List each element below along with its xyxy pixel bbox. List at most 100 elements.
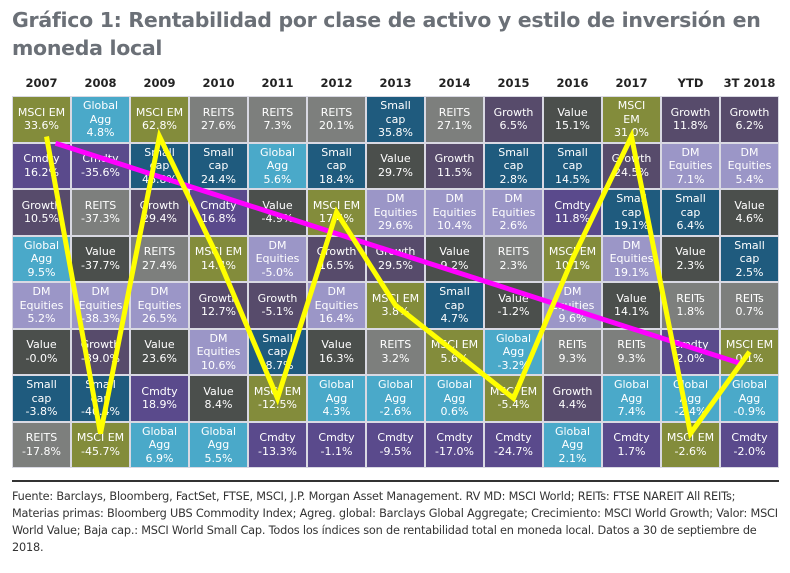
asset-label: Cmdty [436,431,473,445]
asset-label: DM Equities [609,238,654,266]
return-value: 33.6% [24,119,59,133]
return-value: -40.4% [81,405,120,418]
return-cell: Global Agg 6.9% [130,421,189,468]
asset-label: Growth [257,291,298,305]
return-value: 6.4% [676,219,705,232]
asset-label: Small cap [675,192,706,219]
asset-label: Value [380,152,411,166]
asset-label: Value [85,245,116,259]
asset-label: Global Agg [613,378,650,405]
return-value: 2.1% [558,451,587,465]
return-value: 18.4% [319,172,354,186]
return-value: 16.5% [319,258,354,272]
return-value: 6.9% [145,451,174,465]
return-cell: DM Equities 9.6% [543,282,602,329]
return-cell: Growth 11.8% [661,96,720,143]
asset-label: Small cap [734,238,765,266]
return-cell: Value 9.2% [425,235,484,282]
return-value: 7.3% [263,119,292,133]
return-value: -24.7% [494,444,533,458]
return-value: -1.1% [320,444,353,458]
return-value: 27.4% [142,258,177,272]
asset-label: Cmdty [613,431,650,445]
return-value: -37.3% [81,212,120,226]
return-value: 16.3% [319,351,354,365]
return-cell: MSCI EM -45.7% [71,421,130,468]
asset-label: Value [26,338,57,352]
asset-label: Global Agg [495,331,532,359]
return-value: 27.6% [201,119,236,133]
return-cell: Global Agg 5.5% [189,421,248,468]
year-header: 2013 [379,76,412,90]
return-value: 2.5% [735,265,764,279]
return-cell: Growth -5.1% [248,282,307,329]
return-cell: REITs 1.8% [661,282,720,329]
return-value: 29.7% [378,165,413,179]
return-value: 2.3% [676,258,705,272]
return-cell: Value 23.6% [130,328,189,375]
return-cell: Small cap 35.8% [366,96,425,143]
asset-label: Global Agg [200,424,237,452]
return-value: -2.6% [379,405,412,418]
return-value: -38.3% [81,312,120,325]
return-value: 16.2% [24,165,59,179]
asset-label: Global Agg [731,378,768,405]
return-value: 9.3% [617,351,646,365]
return-cell: Value 29.7% [366,142,425,189]
asset-label: Cmdty [200,198,237,212]
return-cell: REITS 3.2% [366,328,425,375]
asset-label: Small cap [144,145,175,173]
return-value: 5.6% [263,172,292,186]
return-cell: DM Equities 10.6% [189,328,248,375]
return-cell: Value -37.7% [71,235,130,282]
return-cell: Growth 29.5% [366,235,425,282]
return-cell: Cmdty -17.0% [425,421,484,468]
asset-label: REITs [676,291,705,305]
return-value: -4.9% [261,212,294,226]
asset-label: Global Agg [672,378,709,405]
return-cell: Cmdty 2.0% [661,328,720,375]
return-value: -9.5% [379,444,412,458]
return-cell: Cmdty 18.9% [130,375,189,422]
asset-label: REITS [202,105,235,119]
asset-label: Cmdty [318,431,355,445]
return-value: -45.7% [81,444,120,458]
return-value: 0.6% [440,405,469,418]
return-value: 24.4% [201,172,236,186]
asset-label: Growth [21,198,62,212]
return-cell: MSCI EM -2.6% [661,421,720,468]
return-cell: Cmdty -35.6% [71,142,130,189]
return-value: 0.1% [735,351,764,365]
return-value: 10.4% [437,219,472,232]
return-cell: DM Equities 5.4% [720,142,779,189]
asset-label: DM Equities [491,192,536,219]
return-value: 9.6% [558,312,587,325]
asset-label: DM Equities [255,238,300,266]
return-cell: Cmdty -9.5% [366,421,425,468]
asset-label: REITS [25,431,58,445]
return-value: 1.8% [676,305,705,319]
return-value: -5.0% [261,265,294,279]
return-cell: MSCI EM 0.1% [720,328,779,375]
return-value: 6.2% [735,119,764,133]
asset-label: Cmdty [82,152,119,166]
year-header: 2009 [143,76,176,90]
asset-label: Small cap [616,192,647,219]
return-value: 7.4% [617,405,646,418]
return-cell: MSCI EM -12.5% [248,375,307,422]
asset-label: MSCI EM [76,431,125,445]
return-cell: DM Equities 29.6% [366,189,425,236]
asset-label: MSCI EM [489,384,538,398]
year-header-row: 2007 2008 2009 2010 2011 2012 2013 2014 2015 2016… [12,76,779,94]
return-cell: Global Agg -0.9% [720,375,779,422]
year-header: 2010 [202,76,235,90]
asset-label: Growth [670,105,711,119]
return-cell: Value -0.0% [12,328,71,375]
return-cell: Cmdty 16.8% [189,189,248,236]
year-header: YTD [677,76,704,90]
asset-label: REITS [261,105,294,119]
return-cell: REITS 7.3% [248,96,307,143]
return-value: 11.5% [437,165,472,179]
asset-label: Small cap [498,145,529,173]
return-value: 4.7% [440,312,469,325]
